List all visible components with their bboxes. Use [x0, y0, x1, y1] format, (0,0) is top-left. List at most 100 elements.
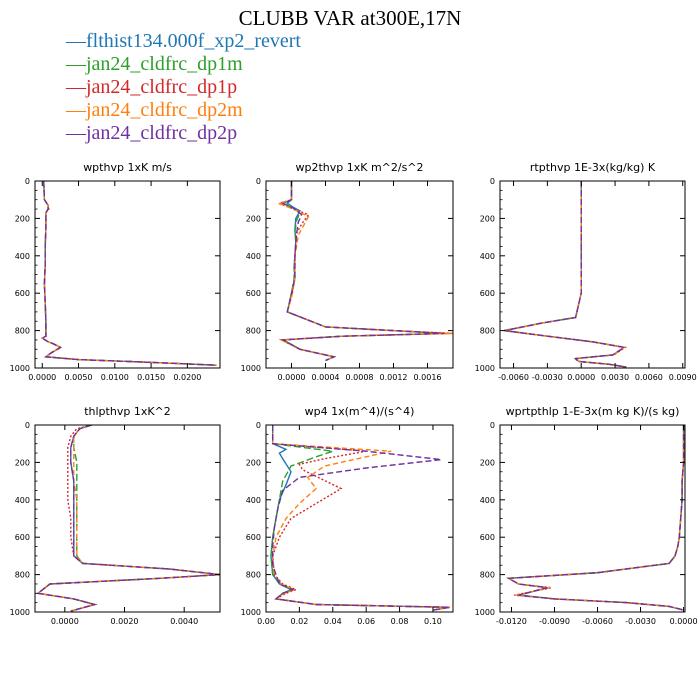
panel-2-series-1: [504, 181, 627, 368]
panel-4-ytick-label-4: 800: [246, 571, 261, 580]
panel-3-series-4: [36, 425, 220, 612]
panel-0-xtick-label-2: 0.0100: [101, 373, 129, 382]
panel-2-xtick-label-3: 0.0030: [601, 373, 629, 382]
panel-2-ytick-label-5: 1000: [475, 364, 495, 373]
panel-3-ytick-label-4: 800: [15, 571, 30, 580]
panel-1-xtick-label-2: 0.0008: [346, 373, 374, 382]
panel-5-ytick-label-3: 600: [480, 533, 495, 542]
panel-5-series-1: [506, 425, 685, 611]
panel-3-ytick-label-3: 600: [15, 533, 30, 542]
legend-item-1: —jan24_cldfrc_dp1m: [66, 53, 301, 76]
legend: —flthist134.000f_xp2_revert —jan24_cldfr…: [66, 30, 301, 145]
panel-title-1: wp2thvp 1xK m^2/s^2: [295, 161, 423, 174]
panel-series-group-3: [36, 425, 220, 612]
panel-frame-2: [499, 180, 686, 369]
panel-4-xtick-label-2: 0.04: [324, 617, 342, 626]
panel-5-series-0: [506, 425, 685, 611]
legend-item-0: —flthist134.000f_xp2_revert: [66, 30, 301, 53]
panel-2-xtick-label-1: -0.0030: [532, 373, 563, 382]
legend-label-4: jan24_cldfrc_dp2p: [86, 122, 238, 144]
panel-2-ytick-label-2: 400: [480, 252, 495, 261]
legend-label-3: jan24_cldfrc_dp2m: [86, 99, 243, 121]
panel-title-4: wp4 1x(m^4)/(s^4): [305, 405, 415, 418]
panel-2-series-3: [504, 181, 627, 368]
panel-4-series-0: [270, 425, 450, 611]
panel-3-ytick-label-0: 0: [25, 421, 30, 430]
panel-2-ytick-label-0: 0: [490, 177, 495, 186]
panel-5-ytick-label-4: 800: [480, 571, 495, 580]
panel-0-series-0: [40, 181, 217, 366]
legend-item-3: —jan24_cldfrc_dp2m: [66, 99, 301, 122]
panel-0-xtick-label-3: 0.0150: [137, 373, 165, 382]
panel-0-ytick-label-5: 1000: [10, 364, 30, 373]
panel-5: wprtpthlp 1-E-3x(m kg K)/(s kg) 0 200 400 60…: [475, 405, 698, 626]
panel-5-series-2: [506, 425, 685, 611]
legend-dash-1: —: [66, 53, 86, 75]
panel-4-series-4: [272, 425, 450, 611]
panel-4-xtick-label-1: 0.02: [290, 617, 308, 626]
legend-label-1: jan24_cldfrc_dp1m: [86, 53, 243, 75]
panel-1-ytick-label-1: 200: [246, 214, 261, 223]
panel-2-series-4: [504, 181, 627, 368]
panel-3-xtick-label-1: 0.0020: [111, 617, 139, 626]
legend-item-2: —jan24_cldfrc_dp1p: [66, 76, 301, 99]
panel-0-ytick-label-0: 0: [25, 177, 30, 186]
panel-title-3: thlpthvp 1xK^2: [84, 405, 171, 418]
panel-series-group-1: [276, 181, 453, 362]
panel-4-ytick-label-3: 600: [246, 533, 261, 542]
panel-1-ytick-label-0: 0: [256, 177, 261, 186]
legend-label-0: flthist134.000f_xp2_revert: [86, 30, 301, 52]
panel-5-xtick-label-1: -0.0090: [539, 617, 570, 626]
panel-4-xtick-label-5: 0.10: [424, 617, 442, 626]
panel-title-5: wprtpthlp 1-E-3x(m kg K)/(s kg): [506, 405, 680, 418]
panel-series-group-5: [506, 425, 685, 611]
panel-3: thlpthvp 1xK^2 0 200 400 600 800 1000 0.0000 0.0…: [10, 405, 221, 626]
panel-5-series-4: [506, 425, 685, 611]
panel-1: wp2thvp 1xK m^2/s^2 0 200 400 600 800 1000 0.00…: [241, 161, 454, 382]
panel-4-xtick-label-0: 0.00: [257, 617, 275, 626]
panel-0-ytick-label-3: 600: [15, 289, 30, 298]
panel-5-ytick-label-2: 400: [480, 496, 495, 505]
panel-5-xtick-label-0: -0.0120: [496, 617, 527, 626]
panel-4-xtick-label-3: 0.06: [357, 617, 375, 626]
panel-2: rtpthvp 1E-3x(kg/kg) K02004006008001000-…: [475, 161, 697, 382]
legend-dash-2: —: [66, 76, 86, 98]
panel-5-xtick-label-2: -0.0060: [582, 617, 613, 626]
legend-label-2: jan24_cldfrc_dp1p: [86, 76, 238, 98]
panel-0-series-2: [40, 181, 217, 366]
panel-2-series-2: [503, 181, 628, 368]
panel-series-group-2: [503, 181, 628, 368]
panel-2-series-0: [504, 181, 627, 368]
panel-4-ytick-label-0: 0: [256, 421, 261, 430]
panel-3-ytick-label-5: 1000: [10, 608, 30, 617]
panel-series-group-4: [270, 425, 450, 611]
panel-1-xtick-label-4: 0.0016: [414, 373, 442, 382]
legend-dash-0: —: [66, 30, 86, 52]
panel-0-series-1: [40, 181, 217, 366]
panel-5-ytick-label-5: 1000: [475, 608, 495, 617]
panel-5-series-3: [506, 425, 685, 611]
panel-title-0: wpthvp 1xK m/s: [83, 161, 172, 174]
panel-2-xtick-label-0: -0.0060: [498, 373, 529, 382]
panel-3-ytick-label-1: 200: [15, 458, 30, 467]
legend-dash-4: —: [66, 122, 86, 144]
panel-1-xtick-label-0: 0.0000: [278, 373, 306, 382]
panel-2-xtick-label-2: 0.0000: [567, 373, 595, 382]
panel-2-ytick-label-3: 600: [480, 289, 495, 298]
legend-item-4: —jan24_cldfrc_dp2p: [66, 122, 301, 145]
panel-0-ytick-label-1: 200: [15, 214, 30, 223]
panel-1-series-4: [280, 181, 445, 362]
panel-0-series-3: [40, 181, 217, 366]
panel-0-series-4: [40, 181, 217, 366]
panel-title-2: rtpthvp 1E-3x(kg/kg) K: [530, 161, 656, 174]
panel-5-ytick-label-0: 0: [490, 421, 495, 430]
panel-0-xtick-label-1: 0.0050: [65, 373, 93, 382]
panel-4-ytick-label-2: 400: [246, 496, 261, 505]
panel-5-xtick-label-4: 0.0000: [670, 617, 698, 626]
panel-frame-4: [265, 424, 454, 613]
panel-1-xtick-label-3: 0.0012: [380, 373, 408, 382]
panel-2-ytick-label-4: 800: [480, 327, 495, 336]
